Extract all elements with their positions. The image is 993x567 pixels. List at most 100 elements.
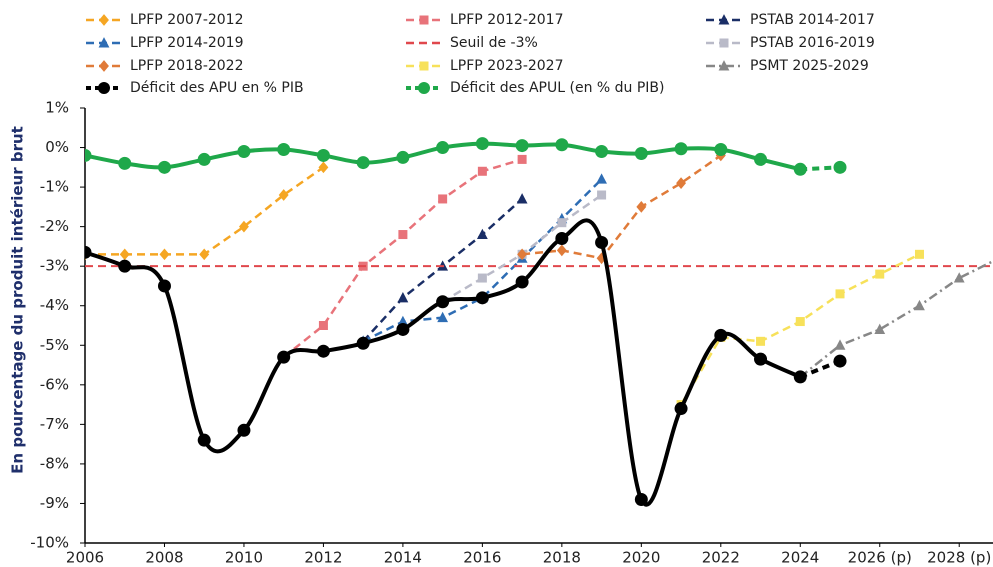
y-tick-label: -9% <box>40 494 69 512</box>
point <box>555 232 569 245</box>
y-tick-label: -4% <box>40 296 69 314</box>
point <box>199 248 210 261</box>
legend-marker <box>419 61 429 71</box>
legend-marker <box>718 14 730 25</box>
point <box>476 228 488 240</box>
point <box>517 248 528 261</box>
point <box>517 154 527 164</box>
y-tick-label: -6% <box>40 375 69 393</box>
legend-item: Déficit des APUL (en % du PIB) <box>406 80 665 96</box>
legend-label: LPFP 2007-2012 <box>130 12 244 28</box>
legend-marker <box>418 82 430 94</box>
y-tick-label: -10% <box>30 534 69 552</box>
point <box>85 245 92 259</box>
point <box>477 273 487 283</box>
point <box>834 339 846 350</box>
point <box>356 156 370 170</box>
y-tick-label: -1% <box>40 178 69 196</box>
line <box>799 259 993 378</box>
point <box>914 249 924 259</box>
legend-item: LPFP 2012-2017 <box>406 12 564 28</box>
y-axis-label: En pourcentage du produit intérieur brut <box>9 126 27 474</box>
point <box>157 279 171 293</box>
point <box>833 354 847 368</box>
legend-item: LPFP 2014-2019 <box>86 35 244 51</box>
point <box>437 311 449 323</box>
point <box>398 230 408 240</box>
point <box>477 166 487 176</box>
legend-marker <box>719 38 729 48</box>
legend-label: PSTAB 2016-2019 <box>750 35 875 51</box>
legend-item: PSMT 2025-2029 <box>706 58 869 74</box>
legend-label: Seuil de -3% <box>450 35 538 51</box>
x-tick-label: 2028 (p) <box>927 549 991 567</box>
point <box>634 493 648 506</box>
plot-area <box>85 137 993 507</box>
legend-item: Déficit des APU en % PIB <box>86 80 304 96</box>
legend-label: LPFP 2023-2027 <box>450 58 564 74</box>
point <box>278 189 289 201</box>
x-tick-label: 2016 <box>463 549 501 567</box>
point <box>277 143 291 157</box>
point <box>475 291 489 305</box>
legend-label: LPFP 2012-2017 <box>450 12 564 28</box>
point <box>953 272 965 283</box>
point <box>238 220 249 233</box>
point <box>595 235 609 249</box>
point <box>636 201 647 213</box>
point <box>237 423 251 437</box>
point <box>833 160 847 174</box>
point <box>793 370 807 384</box>
legend-marker <box>419 15 429 25</box>
legend-marker <box>98 37 110 48</box>
point <box>316 148 330 162</box>
y-tick-label: -7% <box>40 415 69 433</box>
x-tick-label: 2006 <box>66 549 104 567</box>
legend-label: PSTAB 2014-2017 <box>750 12 875 28</box>
legend-marker <box>98 82 110 94</box>
point <box>874 323 886 334</box>
point <box>676 177 687 189</box>
point <box>596 173 607 184</box>
point <box>674 402 688 416</box>
legend-label: PSMT 2025-2029 <box>750 58 869 74</box>
point <box>118 156 132 170</box>
point <box>914 299 925 311</box>
point <box>318 161 329 174</box>
y-tick-label: -5% <box>40 336 69 354</box>
legend-label: LPFP 2018-2022 <box>130 58 244 74</box>
point <box>515 275 529 289</box>
point <box>475 137 489 151</box>
legend-marker <box>99 60 109 72</box>
point <box>118 259 132 273</box>
point <box>556 244 567 257</box>
point <box>318 321 328 330</box>
line <box>521 154 722 260</box>
point <box>754 352 768 366</box>
x-tick-label: 2010 <box>225 549 263 567</box>
legend-item: LPFP 2018-2022 <box>86 58 244 74</box>
point <box>316 344 330 358</box>
x-tick-label: 2018 <box>543 549 581 567</box>
point <box>516 193 528 204</box>
point <box>157 160 171 174</box>
legend-marker <box>99 14 109 26</box>
point <box>436 295 450 309</box>
x-tick-label: 2026 (p) <box>848 549 912 567</box>
point <box>555 138 569 152</box>
point <box>754 152 768 166</box>
x-tick-label: 2014 <box>384 549 422 567</box>
y-tick-label: 1% <box>45 99 69 117</box>
legend-label: LPFP 2014-2019 <box>130 35 244 51</box>
point <box>396 150 410 164</box>
point <box>714 143 728 157</box>
x-tick-label: 2012 <box>304 549 342 567</box>
y-tick-label: -3% <box>40 257 69 275</box>
x-tick-label: 2020 <box>622 549 660 567</box>
point <box>674 142 688 156</box>
legend-label: Déficit des APU en % PIB <box>130 80 304 96</box>
legend-item: Seuil de -3% <box>406 35 538 51</box>
point <box>634 146 648 160</box>
point <box>756 336 766 346</box>
